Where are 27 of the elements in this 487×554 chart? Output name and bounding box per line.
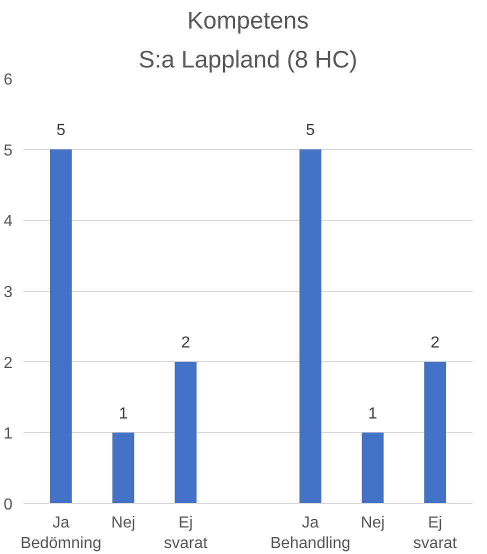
x-tick-label: Ej svarat [413,514,458,552]
bar [174,362,197,504]
x-tick-label: Nej [360,514,385,532]
bar [299,149,322,504]
bar [112,432,134,504]
data-label: 2 [430,334,440,352]
chart-subtitle: S:a Lappland (8 HC) [138,46,358,74]
data-label: 5 [306,122,315,140]
bar [50,149,72,504]
y-tick-label: 0 [4,496,13,514]
bar [424,362,446,504]
y-tick-label: 3 [4,284,13,301]
y-tick-label: 6 [4,72,13,88]
y-tick-label: 4 [4,213,13,230]
bar [362,432,384,504]
x-tick-label: Ej svarat [164,514,208,552]
y-tick-label: 1 [4,426,13,443]
data-label: 1 [118,406,128,422]
y-tick-label: 5 [4,142,13,160]
data-label: 5 [56,122,66,140]
data-label: 2 [181,334,190,352]
x-tick-label: Nej [111,514,136,532]
x-tick-label: Ja Bedömning [20,514,102,552]
chart-title: Kompetens [187,8,309,34]
data-label: 1 [368,406,378,422]
x-tick-label: Ja Behandling [270,514,350,552]
y-tick-label: 2 [4,354,13,372]
